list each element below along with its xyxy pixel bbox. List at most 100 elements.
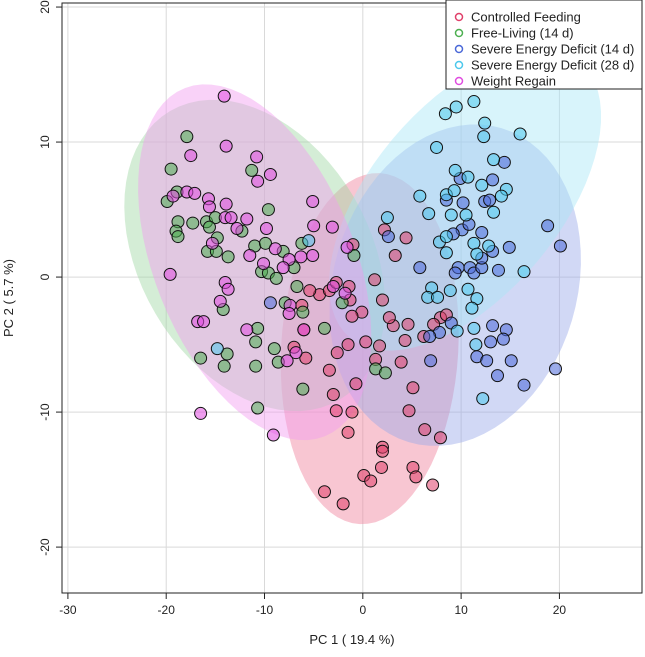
point-severe-energy-deficit-14-d- [502,240,516,254]
point-controlled-feeding [345,405,359,419]
point-weight-regain [250,150,264,164]
point-controlled-feeding [388,248,402,262]
point-weight-regain [259,221,273,235]
point-weight-regain [240,323,254,337]
point-severe-energy-deficit-14-d- [517,378,531,392]
point-severe-energy-deficit-28-d- [517,265,531,279]
point-weight-regain [240,212,254,226]
point-weight-regain [188,186,202,200]
point-severe-energy-deficit-28-d- [487,153,501,167]
point-severe-energy-deficit-14-d- [491,263,505,277]
point-severe-energy-deficit-14-d- [423,329,437,343]
point-controlled-feeding [401,317,415,331]
point-free-living-14-d- [290,280,304,294]
x-axis-label: PC 1 ( 19.4 %) [309,632,394,647]
legend-marker [454,60,464,70]
point-controlled-feeding [336,497,350,511]
point-weight-regain [338,286,352,300]
point-severe-energy-deficit-28-d- [494,189,508,203]
point-controlled-feeding [394,355,408,369]
point-free-living-14-d- [220,347,234,361]
point-weight-regain [282,307,296,321]
x-tick-label: -30 [59,603,77,617]
point-controlled-feeding [317,485,331,499]
y-tick-label: -10 [38,403,52,421]
point-severe-energy-deficit-14-d- [448,266,462,280]
point-free-living-14-d- [221,250,235,264]
point-weight-regain [219,197,233,211]
point-severe-energy-deficit-14-d- [480,354,494,368]
point-weight-regain [224,211,238,225]
point-severe-energy-deficit-28-d- [467,95,481,109]
point-controlled-feeding [341,425,355,439]
point-free-living-14-d- [217,359,231,373]
point-weight-regain [217,89,231,103]
grid-lines [62,3,642,593]
y-tick-label: 0 [38,273,52,280]
point-controlled-feeding [433,431,447,445]
point-weight-regain [205,236,219,250]
point-controlled-feeding [349,377,363,391]
point-free-living-14-d- [269,271,283,285]
point-severe-energy-deficit-28-d- [450,324,464,338]
point-free-living-14-d- [251,401,265,415]
point-free-living-14-d- [251,321,265,335]
point-severe-energy-deficit-28-d- [467,321,481,335]
point-controlled-feeding [409,470,423,484]
point-weight-regain [166,189,180,203]
point-weight-regain [266,428,280,442]
y-tick-label: 10 [38,135,52,149]
point-controlled-feeding [341,338,355,352]
point-weight-regain [221,282,235,296]
x-axis: -30 -20 -10 0 10 20 [59,592,567,617]
ellipse-severe-energy-deficit-14-d- [329,124,581,446]
point-severe-energy-deficit-28-d- [438,107,452,121]
point-weight-regain [294,250,308,264]
point-severe-energy-deficit-28-d- [477,130,491,144]
point-weight-regain [213,294,227,308]
point-severe-energy-deficit-28-d- [513,127,527,141]
point-severe-energy-deficit-28-d- [487,205,501,219]
point-controlled-feeding [330,346,344,360]
point-severe-energy-deficit-28-d- [459,208,473,222]
point-severe-energy-deficit-28-d- [461,170,475,184]
data-points [160,89,567,511]
point-free-living-14-d- [258,236,272,250]
legend-box [445,0,643,90]
point-controlled-feeding [406,381,420,395]
point-controlled-feeding [345,309,359,323]
y-tick-label: 20 [38,0,52,14]
point-severe-energy-deficit-14-d- [456,196,470,210]
legend-marker [454,28,464,38]
point-severe-energy-deficit-28-d- [422,207,436,221]
point-severe-energy-deficit-28-d- [447,184,461,198]
point-severe-energy-deficit-28-d- [380,211,394,225]
point-free-living-14-d- [296,305,310,319]
point-severe-energy-deficit-28-d- [448,163,462,177]
point-severe-energy-deficit-28-d- [467,236,481,250]
x-tick-label: -20 [158,603,176,617]
point-controlled-feeding [368,273,382,287]
legend-marker [454,12,464,22]
y-axis: -20 -10 0 10 20 [38,0,62,556]
point-weight-regain [257,257,271,271]
point-severe-energy-deficit-28-d- [302,234,316,248]
point-severe-energy-deficit-28-d- [469,338,483,352]
point-controlled-feeding [398,334,412,348]
point-free-living-14-d- [296,382,310,396]
x-tick-label: 20 [553,603,567,617]
point-free-living-14-d- [249,359,263,373]
legend-label: Free-Living (14 d) [471,26,574,41]
point-weight-regain [306,194,320,208]
point-controlled-feeding [326,388,340,402]
point-controlled-feeding [299,351,313,365]
point-severe-energy-deficit-14-d- [413,261,427,275]
point-severe-energy-deficit-28-d- [430,140,444,154]
point-weight-regain [243,248,257,262]
point-weight-regain [202,200,216,214]
point-severe-energy-deficit-14-d- [490,369,504,383]
point-controlled-feeding [375,293,389,307]
point-controlled-feeding [359,335,373,349]
point-controlled-feeding [402,404,416,418]
